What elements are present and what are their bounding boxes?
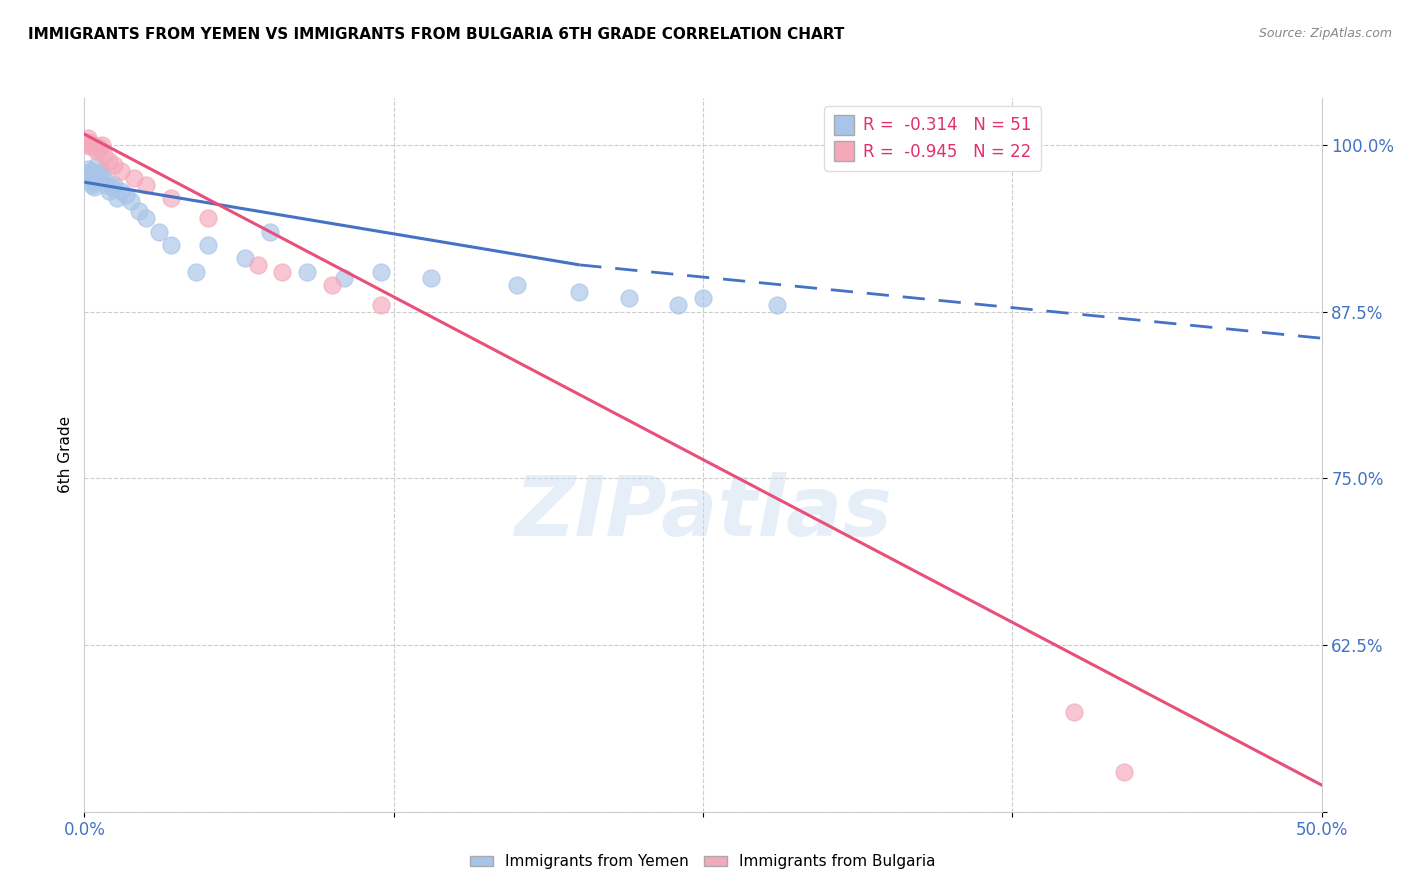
- Point: [197, 237, 219, 252]
- Point: [76, 137, 98, 152]
- Point: [76, 167, 98, 181]
- Point: [82, 175, 104, 189]
- Point: [692, 291, 714, 305]
- Point: [98, 153, 121, 168]
- Point: [100, 180, 122, 194]
- Point: [86, 145, 108, 159]
- Point: [84, 171, 107, 186]
- Point: [80, 140, 103, 154]
- Point: [295, 264, 318, 278]
- Point: [184, 264, 207, 278]
- Point: [271, 264, 294, 278]
- Point: [83, 180, 105, 194]
- Point: [90, 164, 112, 178]
- Point: [333, 271, 356, 285]
- Point: [115, 188, 138, 202]
- Point: [122, 171, 145, 186]
- Point: [96, 178, 118, 192]
- Point: [98, 185, 121, 199]
- Text: IMMIGRANTS FROM YEMEN VS IMMIGRANTS FROM BULGARIA 6TH GRADE CORRELATION CHART: IMMIGRANTS FROM YEMEN VS IMMIGRANTS FROM…: [28, 27, 845, 42]
- Text: ZIPatlas: ZIPatlas: [515, 472, 891, 552]
- Point: [79, 164, 101, 178]
- Point: [666, 298, 689, 312]
- Point: [93, 148, 115, 162]
- Point: [197, 211, 219, 226]
- Y-axis label: 6th Grade: 6th Grade: [58, 417, 73, 493]
- Point: [120, 194, 142, 208]
- Point: [93, 171, 115, 186]
- Point: [233, 251, 256, 265]
- Point: [1112, 764, 1135, 779]
- Point: [79, 135, 101, 149]
- Point: [1063, 705, 1085, 719]
- Point: [259, 225, 281, 239]
- Text: Source: ZipAtlas.com: Source: ZipAtlas.com: [1258, 27, 1392, 40]
- Point: [160, 237, 183, 252]
- Point: [89, 167, 111, 181]
- Point: [128, 204, 150, 219]
- Point: [89, 140, 111, 154]
- Point: [79, 171, 101, 186]
- Point: [321, 277, 343, 292]
- Point: [110, 164, 132, 178]
- Point: [506, 277, 529, 292]
- Point: [419, 271, 441, 285]
- Point: [135, 178, 157, 192]
- Point: [90, 137, 112, 152]
- Point: [77, 161, 100, 176]
- Point: [160, 191, 183, 205]
- Point: [103, 178, 125, 192]
- Point: [766, 298, 789, 312]
- Point: [86, 158, 108, 172]
- Point: [370, 264, 392, 278]
- Point: [83, 137, 105, 152]
- Point: [617, 291, 640, 305]
- Point: [77, 131, 100, 145]
- Legend: Immigrants from Yemen, Immigrants from Bulgaria: Immigrants from Yemen, Immigrants from B…: [464, 848, 942, 875]
- Point: [105, 191, 128, 205]
- Point: [568, 285, 591, 299]
- Point: [135, 211, 157, 226]
- Point: [370, 298, 392, 312]
- Point: [148, 225, 170, 239]
- Point: [80, 178, 103, 192]
- Point: [110, 185, 132, 199]
- Point: [246, 258, 269, 272]
- Point: [103, 158, 125, 172]
